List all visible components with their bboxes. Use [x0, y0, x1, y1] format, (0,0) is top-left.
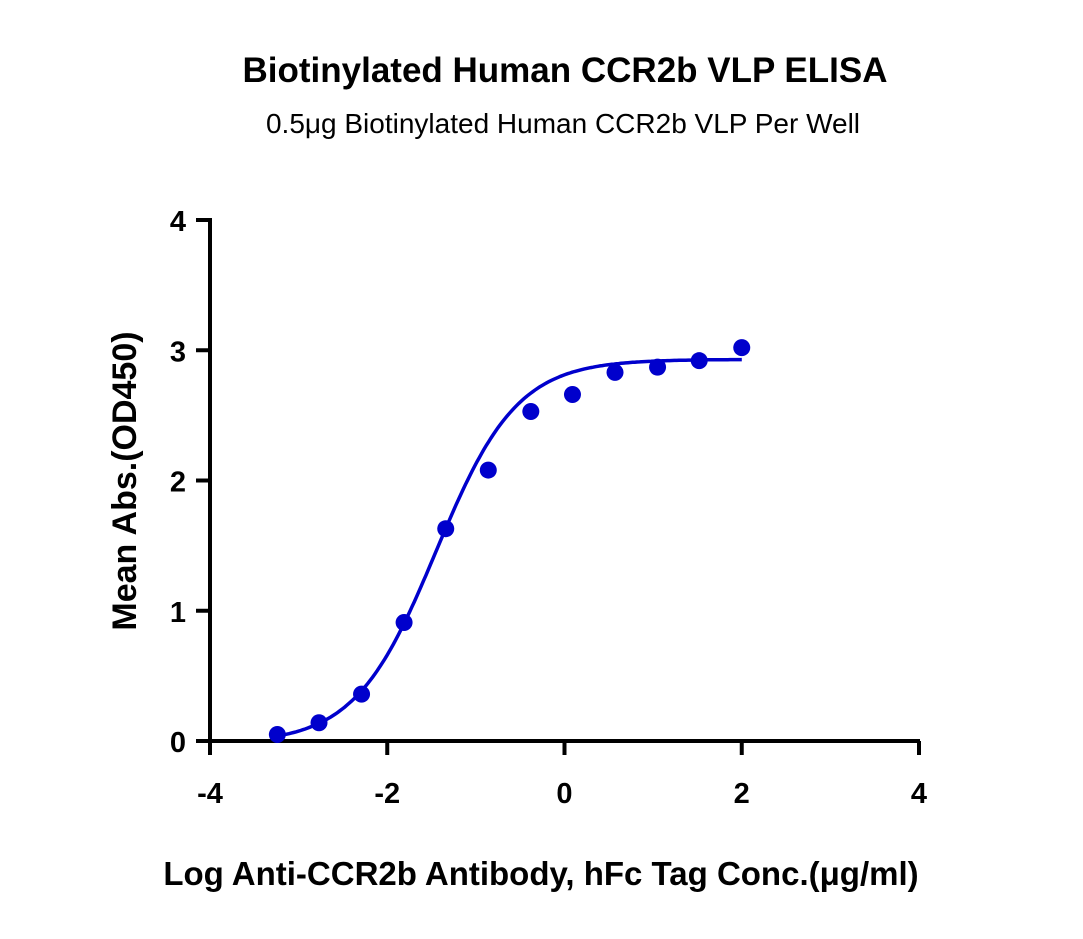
- data-point: [395, 613, 413, 631]
- data-point: [690, 352, 708, 370]
- fit-curve: [277, 357, 742, 738]
- data-point: [606, 363, 624, 381]
- y-tick-label: 0: [170, 727, 186, 759]
- data-point: [522, 402, 540, 420]
- data-point: [437, 520, 455, 538]
- y-tick-label: 1: [170, 597, 186, 629]
- y-tick-label: 4: [170, 206, 186, 238]
- data-point: [353, 685, 371, 703]
- data-point: [268, 725, 286, 743]
- chart-subtitle: 0.5μg Biotinylated Human CCR2b VLP Per W…: [266, 108, 860, 139]
- data-point: [563, 386, 581, 404]
- y-tick-label: 2: [170, 467, 186, 499]
- chart-title: Biotinylated Human CCR2b VLP ELISA: [243, 51, 888, 90]
- data-point: [310, 714, 328, 732]
- x-tick-label: 2: [734, 778, 750, 810]
- x-tick-label: -4: [197, 778, 223, 810]
- data-point: [733, 339, 751, 357]
- x-tick-label: -2: [374, 778, 400, 810]
- y-tick-label: 3: [170, 336, 186, 368]
- x-axis-label: Log Anti-CCR2b Antibody, hFc Tag Conc.(μ…: [163, 855, 918, 892]
- y-axis-label: Mean Abs.(OD450): [106, 331, 144, 630]
- x-tick-label: 0: [556, 778, 572, 810]
- data-point: [649, 358, 667, 376]
- data-point: [479, 461, 497, 479]
- x-tick-label: 4: [911, 778, 927, 810]
